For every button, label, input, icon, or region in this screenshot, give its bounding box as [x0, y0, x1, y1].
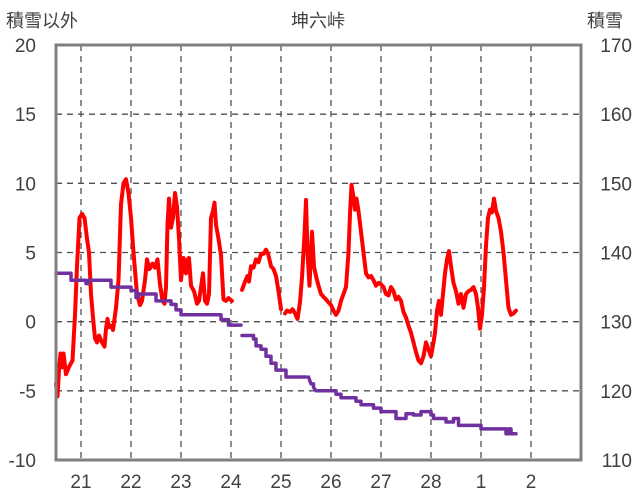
left-tick-label: -10 [9, 451, 36, 472]
x-tick-label: 26 [320, 472, 341, 493]
x-tick-label: 1 [476, 472, 487, 493]
snow-depth-line [54, 271, 243, 327]
temperature-line [240, 247, 283, 312]
x-tick-label: 28 [420, 472, 441, 493]
right-tick-label: 110 [602, 451, 632, 472]
left-tick-label: -5 [19, 382, 36, 403]
plot-frame [54, 43, 583, 462]
x-axis-ticks: 21 22 23 24 25 26 27 28 1 2 [70, 472, 536, 493]
right-axis-ticks: 170 160 150 140 130 120 110 [600, 36, 632, 472]
left-tick-label: 5 [25, 244, 36, 265]
right-tick-label: 160 [600, 105, 632, 126]
left-tick-label: 10 [15, 174, 36, 195]
snow-depth-line [240, 333, 308, 379]
x-tick-label: 22 [120, 472, 141, 493]
right-tick-label: 120 [600, 382, 632, 403]
right-tick-label: 150 [600, 174, 632, 195]
left-tick-label: 15 [15, 105, 36, 126]
left-tick-label: 0 [25, 313, 36, 334]
x-tick-label: 23 [170, 472, 191, 493]
right-tick-label: 140 [600, 244, 632, 265]
chart-title: 坤六峠 [291, 11, 345, 32]
snow-depth-line [306, 375, 518, 436]
right-axis-title: 積雪 [587, 11, 623, 32]
series-lines [54, 177, 518, 436]
temperature-line [54, 177, 234, 399]
x-tick-label: 24 [220, 472, 242, 493]
right-tick-label: 170 [600, 36, 632, 57]
x-tick-label: 2 [526, 472, 537, 493]
left-axis-ticks: 20 15 10 5 0 -5 -10 [9, 36, 36, 472]
gridlines [56, 45, 581, 460]
left-tick-label: 20 [15, 36, 36, 57]
x-tick-label: 21 [70, 472, 91, 493]
x-tick-label: 27 [370, 472, 391, 493]
x-tick-label: 25 [270, 472, 291, 493]
temperature-line [283, 182, 518, 366]
left-axis-title: 積雪以外 [6, 11, 78, 32]
right-tick-label: 130 [600, 313, 632, 334]
